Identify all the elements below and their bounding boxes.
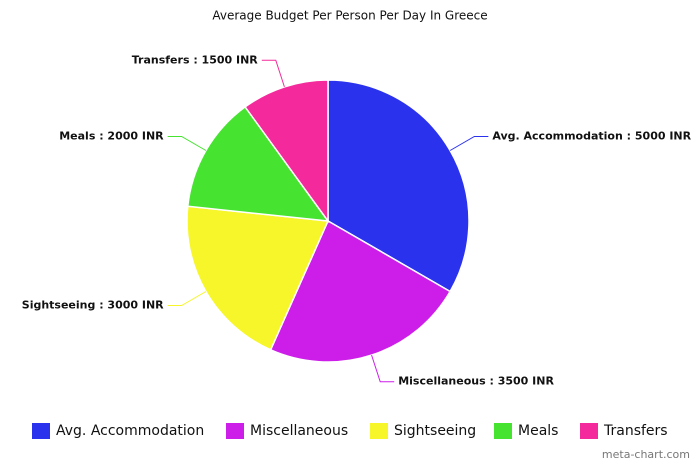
legend-label: Sightseeing bbox=[394, 423, 476, 439]
legend-swatch bbox=[226, 423, 244, 439]
data-label: Miscellaneous : 3500 INR bbox=[398, 375, 554, 388]
data-label: Avg. Accommodation : 5000 INR bbox=[492, 130, 691, 143]
leader-line bbox=[371, 354, 395, 383]
legend-label: Avg. Accommodation bbox=[56, 423, 204, 439]
legend-label: Transfers bbox=[603, 423, 668, 439]
legend-label: Meals bbox=[518, 423, 558, 439]
legend-swatch bbox=[580, 423, 598, 439]
legend-swatch bbox=[32, 423, 50, 439]
pie-slice bbox=[244, 79, 329, 224]
watermark: meta-chart.com bbox=[602, 448, 690, 461]
legend-label: Miscellaneous bbox=[250, 423, 348, 439]
data-label: Meals : 2000 INR bbox=[59, 130, 164, 143]
leader-line bbox=[261, 59, 285, 88]
data-label: Transfers : 1500 INR bbox=[132, 53, 259, 66]
leader-line bbox=[167, 136, 207, 151]
pie-slice bbox=[269, 219, 452, 363]
chart-title: Average Budget Per Person Per Day In Gre… bbox=[212, 9, 487, 23]
data-label: Sightseeing : 3000 INR bbox=[22, 299, 164, 312]
legend-swatch bbox=[370, 423, 388, 439]
leader-line bbox=[167, 291, 207, 306]
leader-line bbox=[449, 136, 489, 151]
legend-swatch bbox=[494, 423, 512, 439]
